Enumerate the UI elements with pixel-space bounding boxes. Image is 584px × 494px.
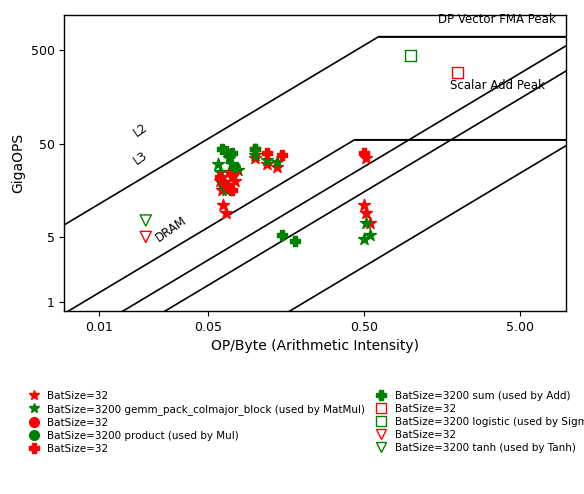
Point [219, 201, 228, 209]
Point [273, 158, 282, 165]
Point [361, 219, 371, 227]
Point [141, 216, 151, 224]
Point [366, 231, 375, 239]
Point [406, 51, 415, 59]
Y-axis label: GigaOPS: GigaOPS [11, 133, 25, 193]
Point [250, 154, 259, 162]
Point [221, 209, 230, 217]
Point [221, 147, 230, 155]
Point [361, 154, 371, 162]
Point [215, 177, 225, 185]
Point [218, 145, 227, 153]
Point [228, 173, 237, 181]
Point [228, 186, 237, 194]
Point [215, 173, 225, 181]
Point [215, 168, 225, 176]
Point [277, 151, 287, 159]
X-axis label: OP/Byte (Arithmetic Intensity): OP/Byte (Arithmetic Intensity) [211, 339, 419, 354]
Point [231, 163, 240, 171]
Point [233, 166, 242, 174]
Legend: BatSize=32, BatSize=3200 gemm_pack_colmajor_block (used by MatMul), BatSize=32, : BatSize=32, BatSize=3200 gemm_pack_colma… [23, 391, 584, 454]
Point [361, 209, 371, 217]
Point [231, 177, 240, 185]
Point [231, 166, 240, 174]
Point [453, 69, 462, 77]
Point [213, 161, 223, 168]
Point [262, 157, 272, 165]
Text: DRAM: DRAM [154, 213, 189, 244]
Point [262, 161, 272, 168]
Point [273, 163, 282, 171]
Text: DP Vector FMA Peak: DP Vector FMA Peak [438, 13, 556, 27]
Point [218, 186, 227, 194]
Text: L3: L3 [131, 149, 150, 167]
Point [359, 201, 369, 209]
Point [250, 145, 259, 153]
Point [250, 145, 259, 153]
Point [290, 237, 299, 245]
Point [366, 219, 375, 227]
Point [250, 151, 259, 159]
Point [141, 233, 151, 241]
Point [221, 186, 230, 194]
Text: L2: L2 [131, 121, 150, 140]
Point [224, 168, 233, 176]
Point [277, 231, 287, 239]
Point [262, 149, 272, 157]
Text: Scalar Add Peak: Scalar Add Peak [450, 79, 545, 92]
Point [359, 235, 369, 243]
Point [228, 161, 237, 168]
Point [228, 149, 237, 157]
Point [218, 179, 227, 187]
Point [221, 181, 230, 189]
Point [359, 149, 369, 157]
Point [224, 154, 233, 162]
